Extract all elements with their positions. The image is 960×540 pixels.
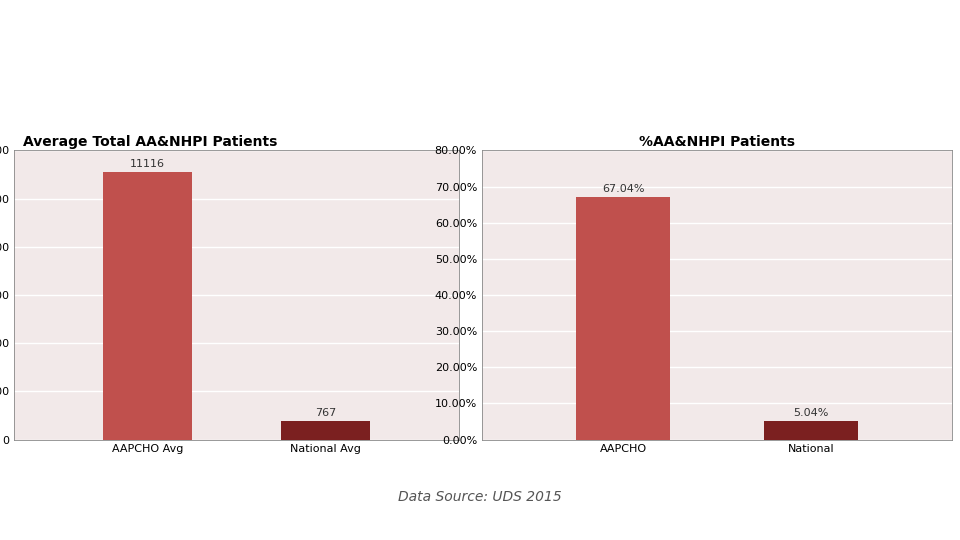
Text: 767: 767 bbox=[315, 408, 336, 418]
Text: 5.04%: 5.04% bbox=[794, 408, 828, 418]
Bar bbox=[764, 421, 858, 440]
Text: AVERAGE AA&NHPI PATIENTS AT AAPCHO
HEALTH CENTERS, 2015: AVERAGE AA&NHPI PATIENTS AT AAPCHO HEALT… bbox=[92, 28, 868, 102]
Bar bbox=[576, 197, 670, 440]
Bar bbox=[281, 421, 370, 440]
Text: Data Source: UDS 2015: Data Source: UDS 2015 bbox=[398, 490, 562, 504]
Bar bbox=[104, 172, 192, 440]
Title: %AA&NHPI Patients: %AA&NHPI Patients bbox=[639, 135, 795, 149]
Text: 67.04%: 67.04% bbox=[602, 184, 644, 194]
Text: Average Total AA&NHPI Patients: Average Total AA&NHPI Patients bbox=[23, 135, 277, 149]
Text: 11116: 11116 bbox=[131, 159, 165, 169]
